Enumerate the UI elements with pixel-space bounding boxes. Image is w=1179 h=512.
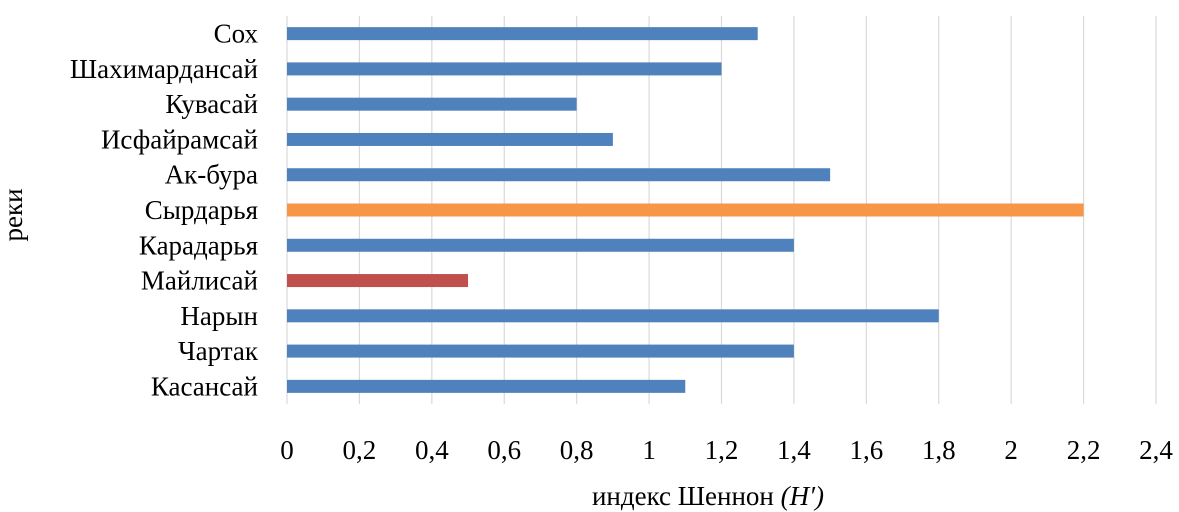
category-label: Майлисай bbox=[141, 266, 258, 296]
category-label: Шахимардансай bbox=[70, 54, 258, 84]
x-tick-label: 1,6 bbox=[849, 435, 883, 465]
x-tick-label: 0 bbox=[280, 435, 294, 465]
category-label: Исфайрамсай bbox=[101, 124, 258, 154]
x-tick-label: 2,2 bbox=[1067, 435, 1101, 465]
x-tick-label: 0,2 bbox=[343, 435, 377, 465]
category-label: Карадарья bbox=[139, 230, 258, 260]
x-tick-label: 2,4 bbox=[1139, 435, 1173, 465]
x-tick-label: 0,6 bbox=[487, 435, 521, 465]
category-label: Нарын bbox=[180, 301, 258, 331]
y-axis-title: реки bbox=[0, 188, 28, 241]
bar bbox=[287, 309, 939, 323]
x-tick-label: 2 bbox=[1004, 435, 1018, 465]
bar bbox=[287, 168, 831, 182]
category-label: Ак-бура bbox=[165, 160, 258, 190]
bar bbox=[287, 132, 613, 146]
x-axis-title-symbol: (H′) bbox=[781, 481, 824, 511]
x-tick-label: 0,4 bbox=[415, 435, 449, 465]
bar bbox=[287, 62, 722, 76]
bar bbox=[287, 97, 577, 111]
x-tick-label: 0,8 bbox=[560, 435, 594, 465]
category-label: Сох bbox=[214, 19, 259, 49]
x-tick-label: 1,8 bbox=[922, 435, 956, 465]
bars bbox=[287, 27, 1084, 393]
category-labels: Сох Шахимардансай Кувасай Исфайрамсай Ак-бур… bbox=[70, 19, 259, 402]
bar bbox=[287, 238, 794, 252]
category-label: Кувасай bbox=[165, 89, 258, 119]
bar bbox=[287, 379, 686, 393]
bar bbox=[287, 203, 1084, 217]
x-tick-labels: 0 0,2 0,4 0,6 0,8 1 1,2 1,4 1,6 1,8 2 2,2 2,4 bbox=[280, 435, 1173, 465]
x-tick-label: 1,4 bbox=[777, 435, 811, 465]
category-label: Сырдарья bbox=[145, 195, 258, 225]
bar bbox=[287, 274, 469, 288]
category-label: Касансай bbox=[151, 371, 258, 401]
category-label: Чартак bbox=[178, 336, 259, 366]
x-tick-label: 1 bbox=[642, 435, 656, 465]
x-axis-title: индекс Шеннон (H′) bbox=[592, 481, 824, 511]
bar bbox=[287, 27, 758, 41]
bar bbox=[287, 344, 794, 358]
x-tick-label: 1,2 bbox=[705, 435, 739, 465]
x-axis-title-text: индекс Шеннон bbox=[592, 481, 781, 511]
